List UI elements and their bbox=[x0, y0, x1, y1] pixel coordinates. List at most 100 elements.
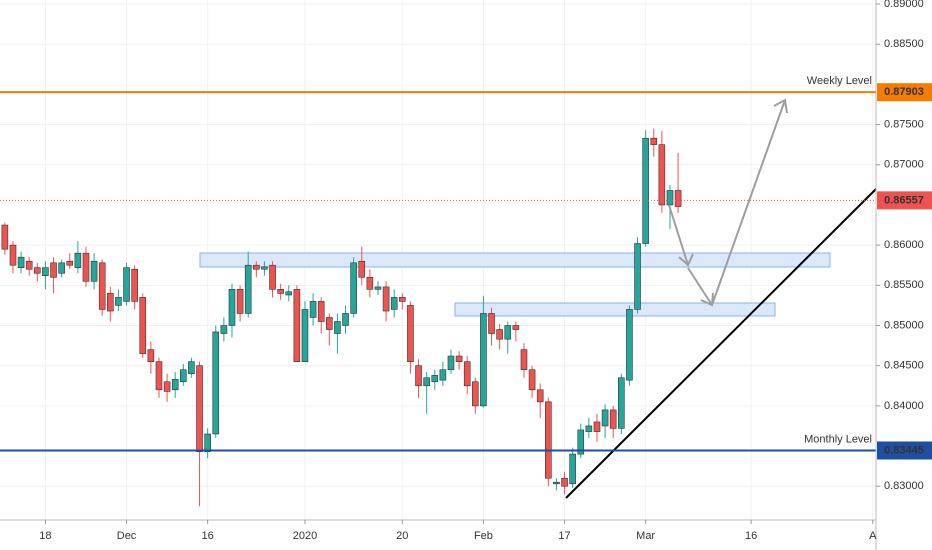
price-label-box bbox=[877, 83, 932, 102]
candle-body bbox=[634, 243, 641, 310]
candle-body bbox=[196, 365, 203, 452]
candle-body bbox=[407, 305, 414, 362]
candle-body bbox=[228, 289, 236, 326]
y-tick-label: 0.88500 bbox=[884, 38, 924, 50]
candle-body bbox=[212, 331, 220, 435]
candle-body bbox=[326, 317, 333, 330]
candle-body bbox=[253, 264, 260, 270]
candle-body bbox=[180, 369, 187, 383]
candle-body bbox=[423, 377, 430, 387]
candle-body bbox=[147, 349, 155, 362]
candle-body bbox=[431, 375, 439, 383]
x-tick-label: A bbox=[869, 530, 877, 542]
candle-body bbox=[171, 379, 179, 391]
candle-body bbox=[74, 252, 82, 268]
candle-body bbox=[585, 425, 593, 432]
y-tick-label: 0.84500 bbox=[884, 360, 924, 372]
candle-body bbox=[285, 291, 293, 296]
candle-body bbox=[593, 421, 601, 432]
candle-body bbox=[236, 289, 244, 314]
candle-body bbox=[244, 264, 252, 314]
levels: Weekly Level Monthly Level bbox=[0, 75, 876, 452]
candle-body bbox=[366, 276, 374, 290]
candle-body bbox=[528, 369, 536, 391]
arrowhead bbox=[773, 98, 788, 114]
candle-body bbox=[455, 355, 463, 362]
candle-body bbox=[382, 286, 390, 312]
candle-body bbox=[390, 297, 398, 310]
candle-body bbox=[609, 409, 617, 429]
candle-body bbox=[439, 369, 447, 381]
candle-body bbox=[626, 309, 633, 381]
candle-body bbox=[220, 325, 228, 334]
candle-body bbox=[504, 325, 512, 340]
candle-body bbox=[520, 349, 528, 371]
candle-body bbox=[472, 381, 479, 407]
trend-line bbox=[565, 184, 881, 499]
candle-body bbox=[188, 361, 195, 375]
arrow-segment bbox=[668, 204, 689, 266]
candle-body bbox=[577, 429, 585, 455]
arrowhead bbox=[678, 253, 694, 267]
candle-body bbox=[50, 262, 57, 278]
candle-body bbox=[17, 256, 25, 268]
arrow-segment bbox=[687, 267, 713, 306]
candle-body bbox=[98, 262, 106, 310]
candle-body bbox=[301, 309, 309, 362]
candle-body bbox=[674, 190, 682, 207]
candle-body bbox=[25, 260, 33, 270]
candle-body bbox=[204, 433, 211, 452]
x-tick-label: 16 bbox=[745, 530, 757, 542]
x-tick-label: 20 bbox=[396, 530, 408, 542]
candle-body bbox=[293, 289, 301, 362]
candle-body bbox=[463, 361, 471, 387]
level-name: Weekly Level bbox=[807, 75, 872, 87]
price-label-box bbox=[877, 441, 932, 460]
candle-body bbox=[58, 262, 65, 274]
candle-body bbox=[488, 313, 495, 334]
y-tick-label: 0.83000 bbox=[884, 480, 924, 492]
price-label: 0.86557 bbox=[884, 194, 924, 206]
candle-body bbox=[309, 301, 317, 318]
candle-body bbox=[650, 137, 658, 145]
y-tick-label: 0.85500 bbox=[884, 279, 924, 291]
arrow-segment bbox=[711, 99, 786, 306]
candle-body bbox=[358, 260, 366, 278]
candle-body bbox=[569, 453, 576, 485]
candle-body bbox=[34, 267, 41, 274]
candle-body bbox=[545, 401, 552, 479]
x-tick-label: 16 bbox=[202, 530, 214, 542]
price-label-box bbox=[877, 191, 932, 210]
candle-body bbox=[115, 297, 122, 306]
candle-body bbox=[82, 252, 90, 282]
candle-body bbox=[666, 190, 674, 206]
candle-body bbox=[90, 260, 98, 282]
price-label: 0.83445 bbox=[884, 444, 924, 456]
candle-body bbox=[658, 144, 666, 206]
projection-arrows bbox=[668, 98, 788, 307]
support-zone bbox=[454, 302, 776, 317]
resistance-zone bbox=[199, 252, 831, 268]
y-tick-label: 0.87000 bbox=[884, 159, 924, 171]
candle-body bbox=[512, 325, 520, 330]
candle-body bbox=[342, 313, 349, 326]
y-tick-label: 0.89000 bbox=[884, 0, 924, 10]
candle-body bbox=[139, 297, 147, 354]
x-tick-label: Feb bbox=[474, 530, 493, 542]
candle-body bbox=[66, 260, 74, 266]
candle-body bbox=[536, 389, 544, 403]
candle-body bbox=[107, 293, 114, 312]
x-tick-label: 2020 bbox=[293, 530, 317, 542]
candle-body bbox=[561, 477, 568, 487]
x-tick-label: 17 bbox=[558, 530, 570, 542]
y-tick-label: 0.84000 bbox=[884, 400, 924, 412]
candle-body bbox=[399, 297, 406, 302]
candle-body bbox=[269, 264, 276, 290]
y-tick-label: 0.87500 bbox=[884, 118, 924, 130]
x-tick-label: 18 bbox=[39, 530, 51, 542]
y-tick-label: 0.85000 bbox=[884, 319, 924, 331]
candle-body bbox=[277, 289, 284, 294]
candle-body bbox=[618, 377, 625, 429]
